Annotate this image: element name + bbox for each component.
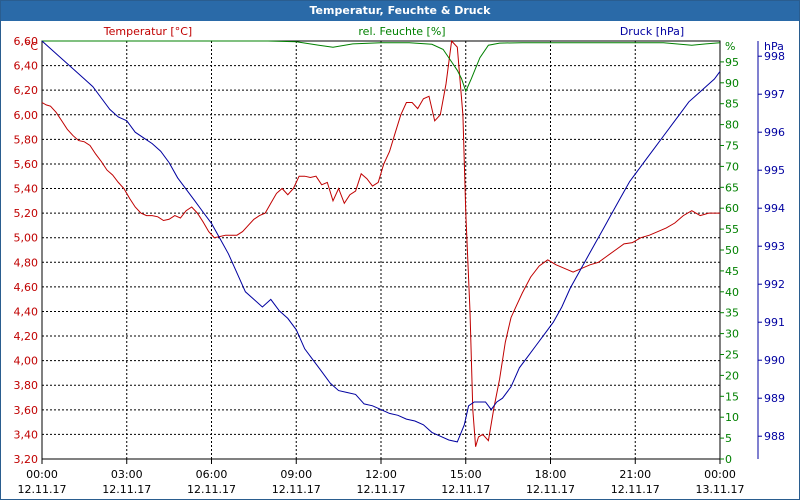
humidity-tick-label: 95	[725, 56, 739, 69]
x-tick-time-label: 09:00	[280, 468, 312, 481]
humidity-tick-label: 70	[725, 160, 739, 173]
temperature-tick-label: 6,40	[14, 60, 39, 73]
x-tick-date-label: 12.11.17	[526, 483, 575, 496]
humidity-tick-label: 65	[725, 181, 739, 194]
humidity-tick-label: 10	[725, 411, 739, 424]
legend-series-label: Druck [hPa]	[620, 25, 684, 38]
humidity-tick-label: 85	[725, 98, 739, 111]
humidity-tick-label: 20	[725, 369, 739, 382]
humidity-tick-label: 80	[725, 119, 739, 132]
x-tick-date-label: 12.11.17	[357, 483, 406, 496]
temperature-tick-label: 3,60	[14, 404, 39, 417]
temperature-tick-label: 4,40	[14, 305, 39, 318]
humidity-tick-label: 15	[725, 390, 739, 403]
x-tick-time-label: 15:00	[450, 468, 482, 481]
humidity-tick-label: 35	[725, 307, 739, 320]
humidity-unit-label: %	[725, 40, 735, 53]
pressure-unit-label: hPa	[764, 40, 784, 53]
temperature-tick-label: 5,40	[14, 183, 39, 196]
humidity-tick-label: 45	[725, 265, 739, 278]
x-tick-time-label: 03:00	[111, 468, 143, 481]
temperature-tick-label: 5,60	[14, 158, 39, 171]
pressure-tick-label: 995	[764, 164, 785, 177]
legend-series-label: rel. Feuchte [%]	[358, 25, 445, 38]
humidity-tick-label: 0	[725, 453, 732, 466]
series-line-pressure	[41, 40, 721, 443]
x-tick-date-label: 13.11.17	[696, 483, 745, 496]
temperature-tick-label: 3,80	[14, 379, 39, 392]
humidity-tick-label: 55	[725, 223, 739, 236]
humidity-tick-label: 75	[725, 140, 739, 153]
temperature-tick-label: 4,20	[14, 330, 39, 343]
pressure-tick-label: 997	[764, 88, 785, 101]
x-tick-date-label: 12.11.17	[611, 483, 660, 496]
pressure-tick-label: 991	[764, 316, 785, 329]
x-tick-date-label: 12.11.17	[102, 483, 151, 496]
pressure-tick-label: 990	[764, 354, 785, 367]
temperature-tick-label: 6,20	[14, 84, 39, 97]
temperature-tick-label: 6,00	[14, 109, 39, 122]
pressure-tick-label: 994	[764, 202, 785, 215]
temperature-unit-label: °C	[25, 40, 39, 53]
humidity-tick-label: 40	[725, 286, 739, 299]
x-tick-date-label: 12.11.17	[272, 483, 321, 496]
pressure-tick-label: 989	[764, 392, 785, 405]
temperature-tick-label: 4,80	[14, 256, 39, 269]
temperature-tick-label: 4,60	[14, 281, 39, 294]
pressure-tick-label: 992	[764, 278, 785, 291]
temperature-tick-label: 6,60	[14, 35, 39, 48]
x-tick-date-label: 12.11.17	[18, 483, 67, 496]
temperature-tick-label: 3,20	[14, 453, 39, 466]
humidity-tick-label: 90	[725, 77, 739, 90]
x-tick-time-label: 00:00	[26, 468, 58, 481]
x-tick-date-label: 12.11.17	[441, 483, 490, 496]
humidity-tick-label: 30	[725, 328, 739, 341]
humidity-tick-label: 50	[725, 244, 739, 257]
x-tick-time-label: 00:00	[704, 468, 736, 481]
pressure-tick-label: 993	[764, 240, 785, 253]
x-tick-time-label: 18:00	[535, 468, 567, 481]
x-tick-date-label: 12.11.17	[187, 483, 236, 496]
temperature-tick-label: 5,00	[14, 232, 39, 245]
x-tick-time-label: 21:00	[619, 468, 651, 481]
pressure-tick-label: 998	[764, 50, 785, 63]
humidity-tick-label: 25	[725, 349, 739, 362]
legend-series-label: Temperatur [°C]	[103, 25, 192, 38]
x-tick-time-label: 12:00	[365, 468, 397, 481]
temperature-tick-label: 4,00	[14, 355, 39, 368]
x-tick-time-label: 06:00	[196, 468, 228, 481]
series-line-temperature	[41, 39, 720, 447]
window-title: Temperatur, Feuchte & Druck	[1, 1, 799, 21]
temperature-tick-label: 5,80	[14, 133, 39, 146]
series-line-humidity	[42, 40, 721, 93]
humidity-tick-label: 5	[725, 432, 732, 445]
temperature-tick-label: 5,20	[14, 207, 39, 220]
temperature-tick-label: 3,40	[14, 428, 39, 441]
humidity-tick-label: 60	[725, 202, 739, 215]
pressure-tick-label: 996	[764, 126, 785, 139]
pressure-tick-label: 988	[764, 430, 785, 443]
